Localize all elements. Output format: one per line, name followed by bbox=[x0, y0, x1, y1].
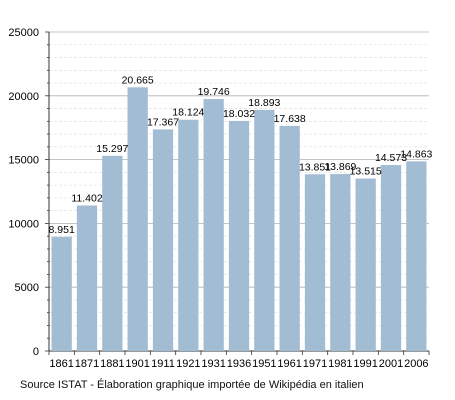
data-label: 13.869 bbox=[324, 161, 356, 173]
bar bbox=[254, 109, 275, 351]
y-tick-label: 0 bbox=[33, 346, 39, 358]
y-tick-label: 20000 bbox=[8, 91, 39, 103]
data-label: 13.851 bbox=[299, 161, 331, 173]
data-label: 20.665 bbox=[122, 74, 154, 86]
bar bbox=[355, 178, 376, 351]
tick-labels: 0 5000 10000 15000 20000 25000 1861 1871 1881 190… bbox=[8, 27, 428, 370]
data-label: 18.893 bbox=[248, 97, 280, 109]
bar bbox=[279, 125, 300, 351]
x-tick-label: 1921 bbox=[176, 358, 200, 370]
data-label: 19.746 bbox=[198, 86, 230, 98]
x-tick-label: 1911 bbox=[151, 358, 175, 370]
data-label: 15.297 bbox=[96, 143, 128, 155]
bar bbox=[178, 119, 199, 351]
data-label: 14.573 bbox=[375, 152, 407, 164]
bar bbox=[304, 174, 326, 351]
x-tick-label: 1871 bbox=[75, 358, 99, 370]
x-tick-label: 1981 bbox=[328, 358, 352, 370]
bar bbox=[76, 205, 98, 351]
x-tick-label: 1881 bbox=[100, 358, 124, 370]
data-label: 11.402 bbox=[71, 193, 102, 205]
x-tick-label: 1936 bbox=[227, 358, 251, 370]
data-label: 14.863 bbox=[400, 148, 432, 160]
x-tick-label: 1951 bbox=[252, 358, 276, 370]
data-label: 18.032 bbox=[223, 108, 255, 120]
x-tick-label: 1991 bbox=[353, 358, 377, 370]
bar bbox=[228, 120, 250, 351]
bar bbox=[380, 165, 402, 351]
bar bbox=[102, 155, 123, 351]
x-tick-label: 2006 bbox=[404, 358, 428, 370]
bar bbox=[127, 87, 148, 351]
data-label: 8.951 bbox=[49, 224, 75, 236]
x-tick-label: 2001 bbox=[379, 358, 403, 370]
x-tick-label: 1901 bbox=[125, 358, 149, 370]
y-tick-label: 25000 bbox=[8, 27, 39, 39]
bar bbox=[406, 161, 427, 351]
bar bbox=[330, 174, 351, 351]
data-label: 18.124 bbox=[172, 107, 204, 119]
x-tick-label: 1961 bbox=[277, 358, 301, 370]
x-tick-label: 1861 bbox=[49, 358, 73, 370]
x-tick-label: 1931 bbox=[201, 358, 225, 370]
bar bbox=[203, 99, 224, 351]
x-tick-label: 1971 bbox=[303, 358, 327, 370]
data-label: 17.367 bbox=[147, 116, 179, 128]
bar bbox=[152, 129, 174, 351]
y-tick-label: 5000 bbox=[15, 282, 39, 294]
bar bbox=[51, 236, 72, 351]
source-caption: Source ISTAT - Élaboration graphique imp… bbox=[20, 379, 364, 391]
data-label: 17.638 bbox=[274, 113, 306, 125]
y-tick-label: 15000 bbox=[8, 155, 39, 167]
y-tick-label: 10000 bbox=[8, 218, 39, 230]
bars bbox=[51, 87, 427, 351]
data-label: 13.515 bbox=[350, 166, 382, 178]
